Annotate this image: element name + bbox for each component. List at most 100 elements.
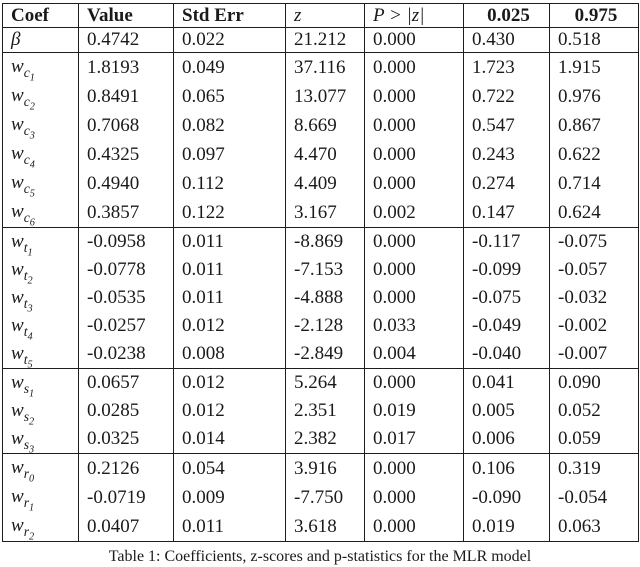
cell-p-value: 0.033 xyxy=(364,312,464,340)
cell-p-value: 0.000 xyxy=(364,256,464,284)
coef-label: wr2 xyxy=(2,512,79,542)
cell-std-err: 0.011 xyxy=(173,227,286,256)
coefficients-table-container: Coef Value Std Err z P > |z| 0.025 0.975 β 0.47… xyxy=(2,3,639,542)
cell-std-err: 0.112 xyxy=(173,169,286,198)
cell-ci-lower: 0.274 xyxy=(463,169,550,198)
cell-std-err: 0.097 xyxy=(173,140,286,169)
coef-label: wc6 xyxy=(2,198,79,228)
cell-p-value: 0.000 xyxy=(364,284,464,312)
cell-value: 0.3857 xyxy=(78,198,174,228)
cell-std-err: 0.009 xyxy=(173,483,286,512)
column-header-value: Value xyxy=(78,3,174,28)
cell-value: 0.8491 xyxy=(78,82,174,111)
cell-p-value: 0.017 xyxy=(364,425,464,454)
cell-z: 2.351 xyxy=(285,397,365,425)
cell-std-err: 0.012 xyxy=(173,368,286,397)
cell-p-value: 0.000 xyxy=(364,27,464,53)
cell-z: 13.077 xyxy=(285,82,365,111)
cell-ci-lower: 0.006 xyxy=(463,425,550,454)
cell-ci-lower: 0.106 xyxy=(463,453,550,483)
cell-ci-upper: 0.319 xyxy=(549,453,639,483)
cell-ci-upper: 0.867 xyxy=(549,111,639,140)
cell-z: -4.888 xyxy=(285,284,365,312)
cell-ci-lower: 0.019 xyxy=(463,512,550,542)
coef-label: wc5 xyxy=(2,169,79,198)
cell-ci-upper: -0.032 xyxy=(549,284,639,312)
cell-std-err: 0.012 xyxy=(173,397,286,425)
cell-std-err: 0.022 xyxy=(173,27,286,53)
cell-ci-lower: -0.117 xyxy=(463,227,550,256)
cell-ci-upper: -0.007 xyxy=(549,340,639,369)
cell-std-err: 0.011 xyxy=(173,284,286,312)
table-row-wt4: wt4 -0.0257 0.012 -2.128 0.033 -0.049 -0.002 xyxy=(2,312,639,340)
cell-ci-upper: 1.915 xyxy=(549,52,639,82)
cell-std-err: 0.014 xyxy=(173,425,286,454)
column-header-coef: Coef xyxy=(2,3,79,28)
coef-label: ws2 xyxy=(2,397,79,425)
cell-std-err: 0.011 xyxy=(173,512,286,542)
coef-label: wc2 xyxy=(2,82,79,111)
column-header-std-err: Std Err xyxy=(173,3,286,28)
cell-value: -0.0958 xyxy=(78,227,174,256)
cell-ci-upper: -0.075 xyxy=(549,227,639,256)
cell-z: -2.128 xyxy=(285,312,365,340)
cell-ci-lower: -0.099 xyxy=(463,256,550,284)
cell-std-err: 0.082 xyxy=(173,111,286,140)
cell-value: 0.4742 xyxy=(78,27,174,53)
cell-ci-lower: 0.547 xyxy=(463,111,550,140)
cell-std-err: 0.054 xyxy=(173,453,286,483)
cell-p-value: 0.000 xyxy=(364,169,464,198)
cell-ci-lower: 1.723 xyxy=(463,52,550,82)
cell-ci-upper: 0.976 xyxy=(549,82,639,111)
cell-value: 0.0407 xyxy=(78,512,174,542)
cell-p-value: 0.000 xyxy=(364,227,464,256)
cell-p-value: 0.000 xyxy=(364,111,464,140)
column-header-ci-upper: 0.975 xyxy=(549,3,639,28)
cell-value: 0.0285 xyxy=(78,397,174,425)
table-caption: Table 1: Coefficients, z-scores and p-st… xyxy=(0,547,640,567)
cell-p-value: 0.000 xyxy=(364,483,464,512)
table-row-ws1: ws1 0.0657 0.012 5.264 0.000 0.041 0.090 xyxy=(2,368,639,397)
cell-p-value: 0.000 xyxy=(364,52,464,82)
cell-ci-lower: 0.005 xyxy=(463,397,550,425)
cell-z: 37.116 xyxy=(285,52,365,82)
cell-ci-upper: 0.059 xyxy=(549,425,639,454)
cell-std-err: 0.122 xyxy=(173,198,286,228)
cell-value: -0.0535 xyxy=(78,284,174,312)
cell-value: 0.7068 xyxy=(78,111,174,140)
cell-z: 4.470 xyxy=(285,140,365,169)
cell-std-err: 0.008 xyxy=(173,340,286,369)
table-row-β: β 0.4742 0.022 21.212 0.000 0.430 0.518 xyxy=(2,27,639,53)
cell-std-err: 0.065 xyxy=(173,82,286,111)
cell-p-value: 0.002 xyxy=(364,198,464,228)
coef-label: wt4 xyxy=(2,312,79,340)
cell-ci-upper: -0.057 xyxy=(549,256,639,284)
cell-ci-lower: 0.430 xyxy=(463,27,550,53)
table-row-wc4: wc4 0.4325 0.097 4.470 0.000 0.243 0.622 xyxy=(2,140,639,169)
cell-value: 0.2126 xyxy=(78,453,174,483)
cell-ci-lower: -0.049 xyxy=(463,312,550,340)
cell-ci-lower: -0.075 xyxy=(463,284,550,312)
cell-p-value: 0.004 xyxy=(364,340,464,369)
table-row-wr1: wr1 -0.0719 0.009 -7.750 0.000 -0.090 -0.054 xyxy=(2,483,639,512)
cell-z: 3.916 xyxy=(285,453,365,483)
cell-ci-upper: 0.624 xyxy=(549,198,639,228)
cell-value: -0.0238 xyxy=(78,340,174,369)
table-row-wt3: wt3 -0.0535 0.011 -4.888 0.000 -0.075 -0.032 xyxy=(2,284,639,312)
cell-z: -7.750 xyxy=(285,483,365,512)
cell-ci-upper: 0.063 xyxy=(549,512,639,542)
cell-ci-upper: 0.090 xyxy=(549,368,639,397)
cell-std-err: 0.011 xyxy=(173,256,286,284)
cell-ci-lower: 0.147 xyxy=(463,198,550,228)
cell-value: -0.0778 xyxy=(78,256,174,284)
cell-ci-upper: 0.052 xyxy=(549,397,639,425)
cell-value: -0.0719 xyxy=(78,483,174,512)
table-row-wc2: wc2 0.8491 0.065 13.077 0.000 0.722 0.976 xyxy=(2,82,639,111)
coef-label: wt2 xyxy=(2,256,79,284)
cell-z: 8.669 xyxy=(285,111,365,140)
table-row-wr0: wr0 0.2126 0.054 3.916 0.000 0.106 0.319 xyxy=(2,453,639,483)
coef-label: ws1 xyxy=(2,368,79,397)
table-row-wt1: wt1 -0.0958 0.011 -8.869 0.000 -0.117 -0.075 xyxy=(2,227,639,256)
cell-value: 1.8193 xyxy=(78,52,174,82)
coef-label: wt3 xyxy=(2,284,79,312)
